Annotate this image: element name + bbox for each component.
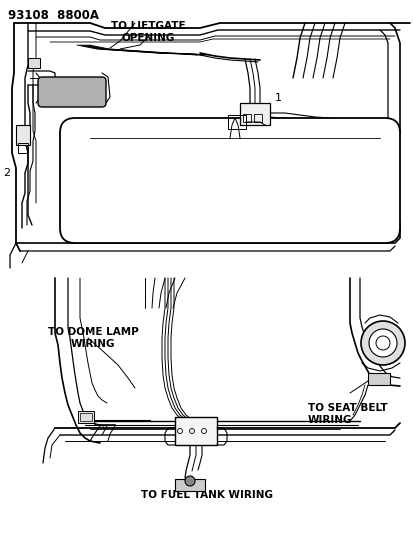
Bar xyxy=(78,411,94,423)
Text: 93108  8800A: 93108 8800A xyxy=(8,9,99,22)
Text: 2: 2 xyxy=(3,168,10,178)
Bar xyxy=(240,103,269,125)
Bar xyxy=(80,413,92,421)
Bar xyxy=(175,417,216,445)
Text: TO SEAT BELT
WIRING: TO SEAT BELT WIRING xyxy=(307,403,387,425)
Bar xyxy=(367,373,389,385)
Bar xyxy=(228,115,245,129)
Text: TO LIFTGATE
OPENING: TO LIFTGATE OPENING xyxy=(110,21,185,43)
Bar xyxy=(175,479,204,491)
Circle shape xyxy=(360,321,404,365)
Text: TO DOME LAMP
WIRING: TO DOME LAMP WIRING xyxy=(48,327,138,349)
Text: 1: 1 xyxy=(274,93,281,103)
FancyBboxPatch shape xyxy=(60,118,399,243)
Circle shape xyxy=(185,476,195,486)
Bar xyxy=(28,58,40,68)
Circle shape xyxy=(368,329,396,357)
Bar xyxy=(254,114,261,122)
Bar xyxy=(242,114,250,122)
FancyBboxPatch shape xyxy=(38,77,106,107)
Text: TO FUEL TANK WIRING: TO FUEL TANK WIRING xyxy=(141,490,272,500)
Bar xyxy=(16,125,30,145)
Bar xyxy=(18,143,28,153)
